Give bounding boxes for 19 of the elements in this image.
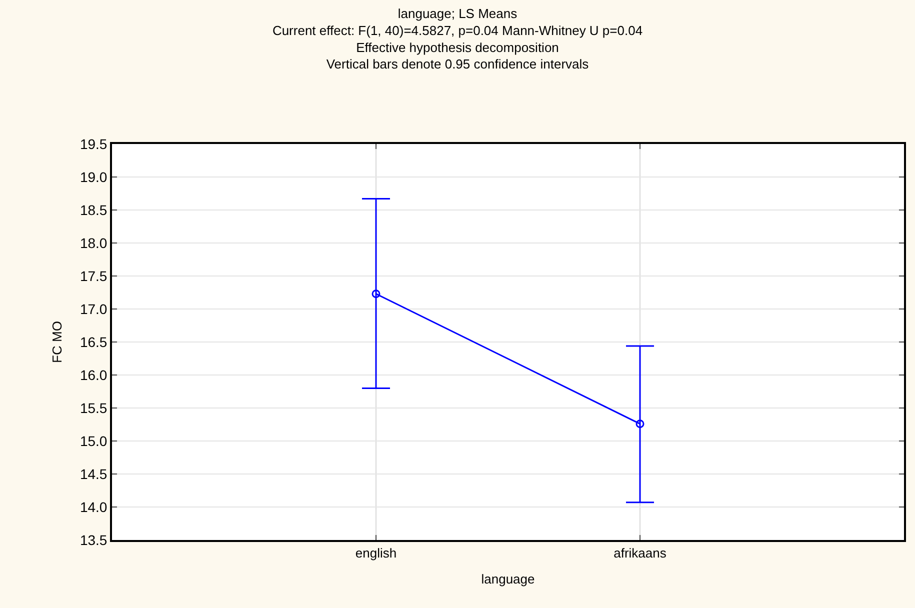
y-tick-label: 13.5 [80,532,108,548]
x-axis-title: language [481,572,535,587]
x-tick-label: afrikaans [614,546,667,561]
y-tick-label: 18.5 [80,202,108,218]
x-tick-label: english [355,546,397,561]
y-tick-label: 17.0 [80,300,108,317]
y-tick-label: 16.0 [80,366,108,383]
y-tick-label: 14.5 [80,466,108,482]
y-tick-label: 15.0 [80,432,108,449]
y-tick-label: 19.5 [80,136,108,152]
y-tick-label: 14.0 [80,498,108,515]
chart-subtitle: Current effect: F(1, 40)=4.5827, p=0.04 Mann-Whitney U p=0.04 Effective hypothesis decomposition Vertical bars denote 0.95 confidence intervals [272,22,643,72]
y-tick-label: 18.0 [80,234,108,251]
y-tick-label: 15.5 [80,400,108,416]
y-tick-label: 19.0 [80,168,108,185]
y-tick-label: 16.5 [80,334,108,350]
chart-title: language; LS Means [398,6,518,21]
y-axis-title: FC MO [49,321,64,363]
y-tick-label: 17.5 [80,268,108,284]
